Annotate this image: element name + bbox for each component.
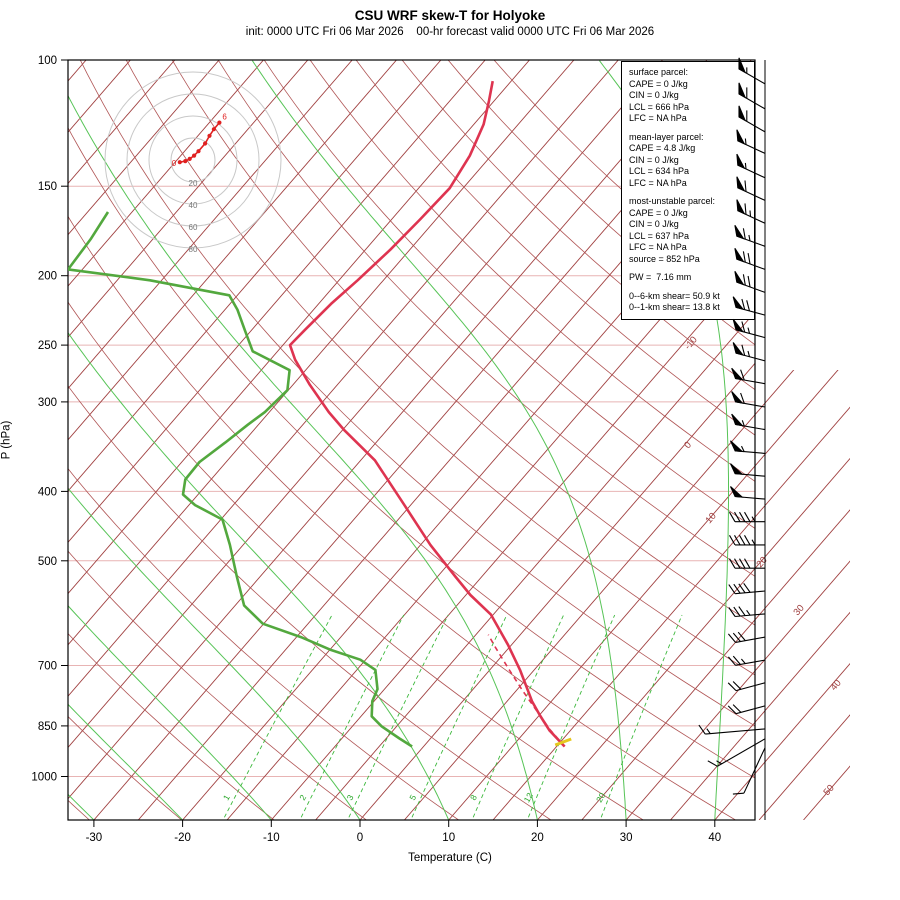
parcel-info-box-bg [621,61,755,320]
pressure-axis-ticks [61,59,68,777]
hodograph: 20 40 60 80 0 6 [104,71,282,254]
svg-text:150: 150 [38,181,57,193]
info-box-section: most-unstable parcel: CAPE = 0 J/kg CIN … [629,196,716,264]
x-axis-label: Temperature (C) [408,852,492,864]
svg-text:60: 60 [189,223,198,232]
info-box-section: surface parcel: CAPE = 0 J/kg CIN = 0 J/… [629,67,689,123]
svg-text:20: 20 [189,179,198,188]
svg-text:40: 40 [189,201,198,210]
svg-text:850: 850 [38,721,57,733]
svg-text:20: 20 [594,791,608,804]
svg-text:5: 5 [407,793,418,802]
svg-text:300: 300 [38,397,57,409]
hodograph-end-label: 6 [222,113,227,122]
svg-text:80: 80 [189,245,198,254]
svg-text:-30: -30 [86,832,103,844]
temp-axis-labels: -30 -20 -10 0 10 20 30 40 [86,832,722,844]
wind-barbs [698,57,766,795]
svg-text:30: 30 [791,603,806,618]
svg-text:-20: -20 [174,832,191,844]
dewpoint-curve [68,211,413,748]
parcel-info-box: surface parcel: CAPE = 0 J/kg CIN = 0 J/… [622,62,754,318]
svg-text:250: 250 [38,340,57,352]
svg-text:1000: 1000 [31,772,57,784]
svg-text:10: 10 [442,832,455,844]
svg-text:0: 0 [357,832,363,844]
hodograph-trace-dots [177,120,222,165]
svg-text:200: 200 [38,271,57,283]
dry-adiabats [68,60,755,820]
mixing-ratio-labels: 1 2 3 5 8 12 20 [221,791,608,804]
svg-text:1: 1 [221,793,232,802]
svg-text:10: 10 [703,511,718,526]
svg-text:-10: -10 [263,832,280,844]
svg-text:2: 2 [297,793,308,802]
svg-text:20: 20 [531,832,544,844]
hodograph-ring-labels: 20 40 60 80 [189,179,198,254]
hodograph-start-label: 0 [172,159,177,168]
pressure-axis-labels: 100 150 200 250 300 400 500 700 850 1000 [31,55,57,784]
hodograph-rings [104,71,282,249]
svg-text:3: 3 [345,793,356,802]
moist-adiabats [68,60,729,820]
svg-text:50: 50 [821,783,836,798]
svg-text:700: 700 [38,661,57,673]
mixing-ratio-lines [224,614,683,818]
svg-text:12: 12 [522,791,536,804]
svg-text:500: 500 [38,556,57,568]
svg-text:100: 100 [38,55,57,67]
info-box-section: PW = 7.16 mm [629,272,692,282]
chart-subtitle: init: 0000 UTC Fri 06 Mar 2026 00-hr for… [245,26,655,38]
chart-title: CSU WRF skew-T for Holyoke [354,8,546,23]
svg-text:0: 0 [682,440,694,451]
info-box-section: mean-layer parcel: CAPE = 4.8 J/kg CIN =… [629,131,704,188]
plot-frame [67,59,756,821]
temp-axis-ticks [93,820,716,827]
svg-text:8: 8 [468,793,479,802]
parcel-source-marker [554,737,572,747]
temperature-curve [288,80,566,748]
svg-text:400: 400 [38,486,57,498]
svg-text:40: 40 [828,678,843,693]
svg-text:40: 40 [708,832,721,844]
svg-text:30: 30 [620,832,633,844]
info-box-section: 0--6-km shear= 50.9 kt 0--1-km shear= 13… [629,290,720,313]
